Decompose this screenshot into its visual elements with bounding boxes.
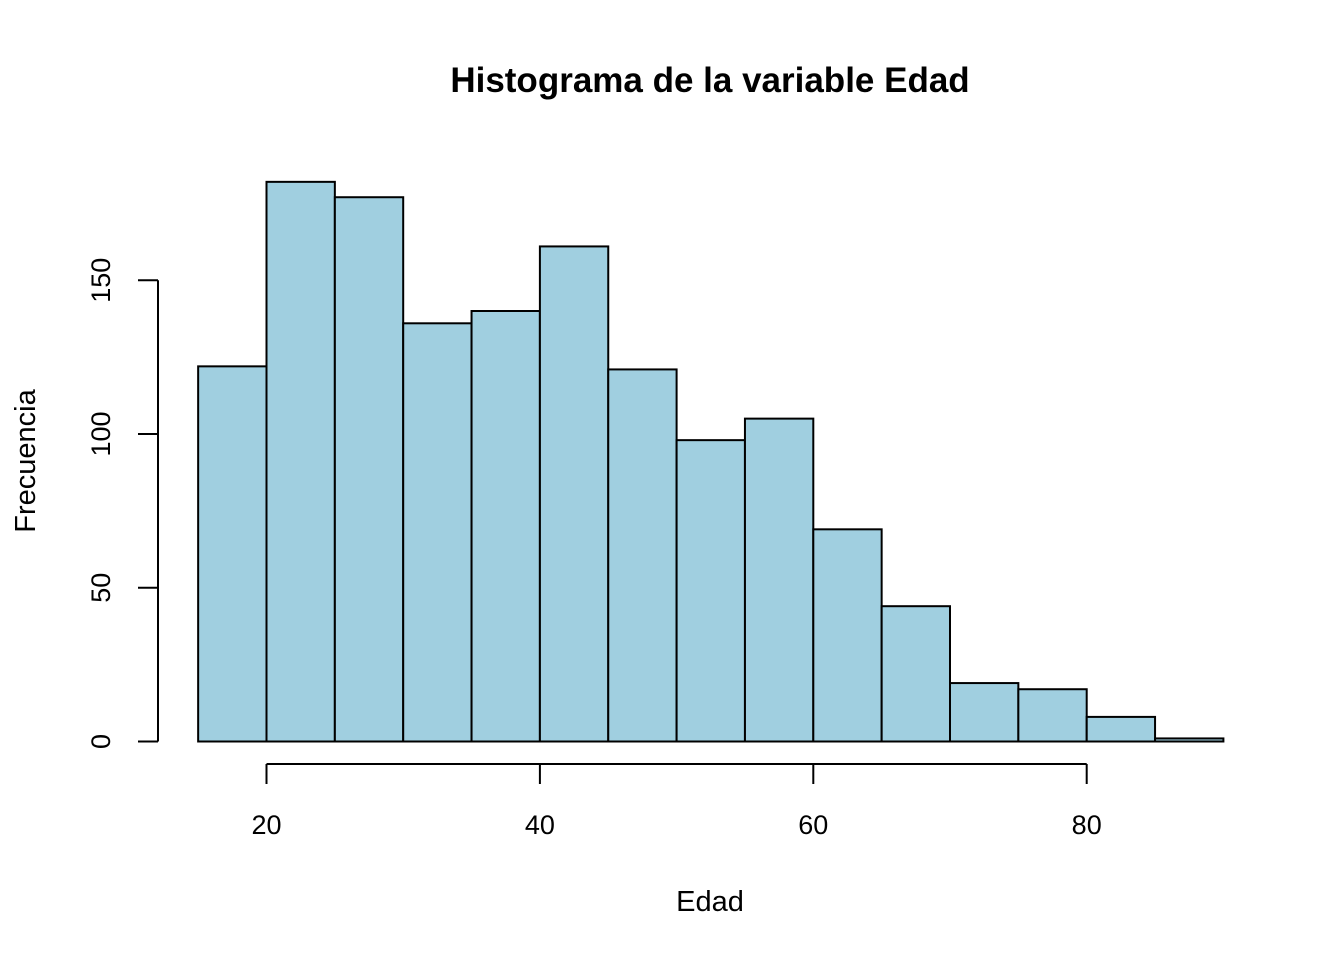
histogram-bar-4 <box>402 322 473 743</box>
histogram-bar-6 <box>538 245 610 743</box>
histogram-bar-3 <box>333 196 405 743</box>
y-tick-label: 50 <box>86 573 116 603</box>
x-tick-label: 40 <box>525 810 555 840</box>
bars-group <box>197 180 1225 743</box>
y-axis-label: Frecuencia <box>10 388 42 532</box>
histogram-bar-13 <box>1017 688 1088 743</box>
histogram-bar-8 <box>675 439 746 743</box>
y-tick-label: 150 <box>86 258 116 303</box>
x-axis: 20 40 60 80 <box>251 763 1102 840</box>
y-axis: 0 50 100 150 <box>86 258 159 749</box>
x-tick-label: 20 <box>251 810 281 840</box>
histogram-bar-11 <box>880 605 952 743</box>
histogram-bar-10 <box>812 528 883 743</box>
chart-title: Histograma de la variable Edad <box>450 61 969 100</box>
histogram-bar-1 <box>197 365 268 743</box>
x-axis-label: Edad <box>676 886 744 918</box>
histogram-bar-2 <box>265 180 336 743</box>
x-tick-label: 80 <box>1072 810 1102 840</box>
y-tick-label: 0 <box>86 734 116 749</box>
histogram-bar-5 <box>470 310 541 743</box>
histogram-bar-7 <box>607 368 678 743</box>
x-tick-label: 60 <box>798 810 828 840</box>
histogram-bar-14 <box>1085 715 1157 743</box>
y-tick-label: 100 <box>86 411 116 456</box>
histogram-bar-12 <box>949 682 1020 743</box>
histogram-bar-9 <box>743 417 815 743</box>
histogram-bar-15 <box>1154 737 1225 743</box>
